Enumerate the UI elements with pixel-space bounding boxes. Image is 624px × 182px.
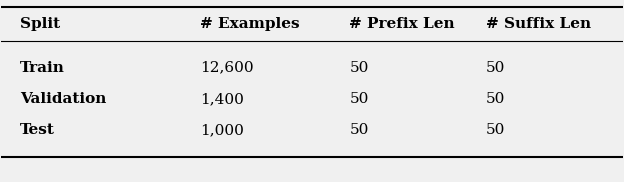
Text: # Prefix Len: # Prefix Len <box>349 17 455 31</box>
Text: 12,600: 12,600 <box>200 61 254 75</box>
Text: 50: 50 <box>349 61 369 75</box>
Text: 50: 50 <box>486 123 505 137</box>
Text: 1,400: 1,400 <box>200 92 244 106</box>
Text: 50: 50 <box>486 61 505 75</box>
Text: Validation: Validation <box>20 92 107 106</box>
Text: 50: 50 <box>349 123 369 137</box>
Text: # Examples: # Examples <box>200 17 300 31</box>
Text: Train: Train <box>20 61 65 75</box>
Text: 1,000: 1,000 <box>200 123 244 137</box>
Text: 50: 50 <box>486 92 505 106</box>
Text: Split: Split <box>20 17 60 31</box>
Text: 50: 50 <box>349 92 369 106</box>
Text: # Suffix Len: # Suffix Len <box>486 17 591 31</box>
Text: Test: Test <box>20 123 55 137</box>
